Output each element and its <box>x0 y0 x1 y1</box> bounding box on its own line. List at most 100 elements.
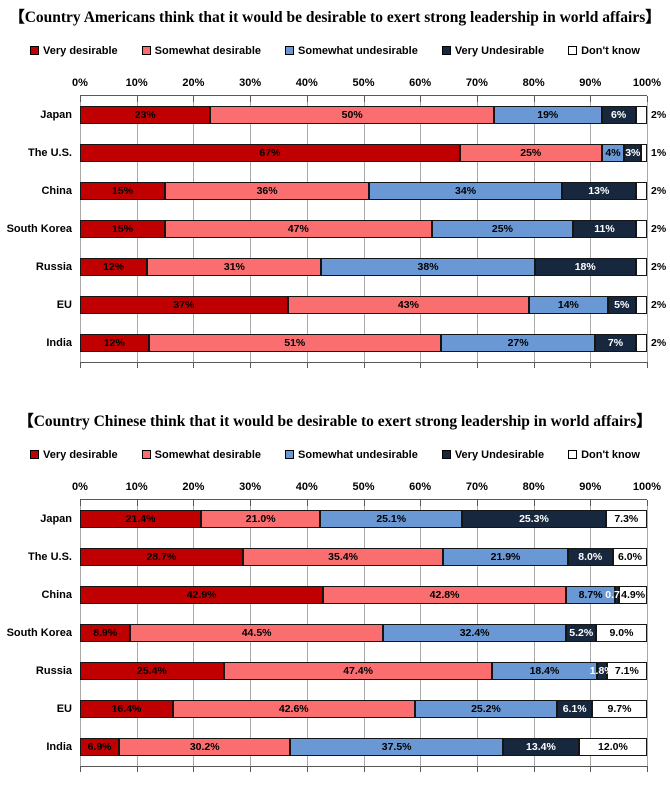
bar-segment: 31% <box>147 258 322 276</box>
legend-label: Don't know <box>581 44 640 57</box>
bar-segment: 6.1% <box>557 700 592 718</box>
bar-segment: 1.8% <box>590 662 614 680</box>
bar-row: Russia 25.4% 47.4% 18.4% 1.8% 7.1% <box>36 652 647 690</box>
legend-item: Very Undesirable <box>441 449 544 461</box>
bar-value-label: 27% <box>507 336 529 349</box>
bar-value-label: 1.8% <box>589 664 614 677</box>
bar-value-label: 0.7% <box>605 588 630 601</box>
bar-segment: 3% <box>624 144 642 162</box>
axis-tick <box>476 500 478 506</box>
plot-area: Japan 21.4% 21.0% 25.1% 25.3% 7.3% The U.S. 28.… <box>7 499 648 772</box>
bar-value-label: 30.2% <box>189 740 220 753</box>
bar-segment: 47% <box>165 220 432 238</box>
legend-item: Somewhat undesirable <box>285 449 418 461</box>
bar-row: China 42.9% 42.8% 8.7% 0.7% 4.9% <box>41 576 647 614</box>
axis-tick <box>80 96 81 102</box>
plot: 0% 10% 20% 30% 40% 50% 60% 70% 80% 90% 100% Japan 2… <box>0 481 670 772</box>
legend-label: Don't know <box>581 448 640 461</box>
bar-segment: 47.4% <box>223 662 493 680</box>
bar-segment: 25.2% <box>414 700 558 718</box>
axis-tick <box>590 766 592 772</box>
legend-label: Somewhat desirable <box>154 448 262 461</box>
axis-tick <box>647 766 648 772</box>
bar-value-label: 34% <box>455 184 477 197</box>
bar-value-label: 7.3% <box>614 512 639 525</box>
stacked-bar: 23% 50% 19% 6% 2% <box>80 106 666 124</box>
bar-segment: 13% <box>561 182 636 200</box>
axis-line <box>80 499 647 500</box>
bar-segment: 42.8% <box>323 586 566 604</box>
axis-tick-labels: 0% 10% 20% 30% 40% 50% 60% 70% 80% 90% 100% <box>72 481 661 496</box>
bar-segment: 42.6% <box>172 700 415 718</box>
bar-segment: 9.7% <box>591 700 647 718</box>
bar-value-label: 18% <box>574 260 596 273</box>
legend-item: Somewhat desirable <box>141 448 262 461</box>
axis-tick-label: 50% <box>352 481 375 493</box>
bar-value-label: 16.4% <box>111 702 142 715</box>
bar-value-label: 15% <box>112 222 134 235</box>
stacked-bar: 15% 36% 34% 13% 2% <box>80 182 666 200</box>
bar-value-label: 21.9% <box>490 550 521 563</box>
stacked-bar: 8.9% 44.5% 32.4% 5.2% 9.0% <box>80 624 647 642</box>
bar-segment <box>635 334 647 352</box>
bar-value-label: 43% <box>397 298 419 311</box>
bar-value-label: 15% <box>112 184 134 197</box>
stacked-bar: 25.4% 47.4% 18.4% 1.8% 7.1% <box>80 662 647 680</box>
bar-value-label: 7% <box>607 336 624 349</box>
axis-tick <box>590 362 592 368</box>
bar-segment: 7% <box>595 334 636 352</box>
stacked-bar: 21.4% 21.0% 25.1% 25.3% 7.3% <box>80 510 647 528</box>
bar-value-label: 35.4% <box>328 550 358 563</box>
bar-value-label: 44.5% <box>241 626 272 639</box>
bar-row: The U.S. 28.7% 35.4% 21.9% 8.0% 6.0% <box>28 538 647 576</box>
legend-item: Don't know <box>568 45 640 57</box>
axis-tick-label: 0% <box>72 77 88 89</box>
bar-value-label: 31% <box>223 260 245 273</box>
legend-swatch-icon <box>285 46 295 55</box>
category-label: China <box>41 185 72 197</box>
category-label: India <box>46 741 72 753</box>
axis-tick-label: 100% <box>632 481 662 493</box>
stacked-bar: 6.9% 30.2% 37.5% 13.4% 12.0% <box>80 738 647 756</box>
legend-swatch-icon <box>441 450 451 459</box>
axis-tick <box>476 766 478 772</box>
bar-segment: 12% <box>80 334 149 352</box>
bar-segment: 32.4% <box>382 624 567 642</box>
bar-value-label: 6.9% <box>87 740 112 753</box>
bar-row: India 6.9% 30.2% 37.5% 13.4% 12.0% <box>46 728 647 766</box>
bar-value-label: 6% <box>611 108 627 121</box>
bar-value-label: 2% <box>651 299 667 311</box>
bar-value-label: 13% <box>588 184 610 197</box>
axis-tick <box>306 766 308 772</box>
legend-label: Very desirable <box>43 448 118 461</box>
bar-row: EU 16.4% 42.6% 25.2% 6.1% 9.7% <box>57 690 647 728</box>
bar-segment: 43% <box>287 296 530 314</box>
bar-value-label: 50% <box>341 108 363 121</box>
bar-row: South Korea 15% 47% 25% 11% 2% <box>7 210 666 248</box>
bar-segment: 12% <box>80 258 148 276</box>
stacked-bar: 28.7% 35.4% 21.9% 8.0% 6.0% <box>80 548 647 566</box>
bar-segment: 5.2% <box>566 624 596 642</box>
bar-segment: 28.7% <box>80 548 243 566</box>
axis-tick-label: 50% <box>352 77 375 89</box>
axis-tick <box>136 500 138 506</box>
chart-title: 【Country Chinese think that it would be … <box>18 413 652 430</box>
axis-tick <box>80 500 81 506</box>
bar-segment: 0.7% <box>605 586 629 604</box>
bar-segment: 14% <box>529 296 608 314</box>
bar-row: Japan 21.4% 21.0% 25.1% 25.3% 7.3% <box>40 500 647 538</box>
bar-segment: 12.0% <box>578 738 647 756</box>
axis-tick <box>250 362 252 368</box>
axis-tick <box>476 362 478 368</box>
axis-tick-label: 40% <box>295 481 318 493</box>
stacked-bar: 37% 43% 14% 5% 2% <box>80 296 666 314</box>
chart-title: 【Country Americans think that it would b… <box>9 9 661 26</box>
legend: Very desirable Somewhat desirable Somewhat… <box>0 44 670 57</box>
axis-line <box>80 95 647 96</box>
axis-tick <box>533 766 535 772</box>
bar-value-label: 8.9% <box>93 626 118 639</box>
bar-segment: 25.4% <box>80 662 224 680</box>
bar-value-label: 2% <box>651 223 667 235</box>
bar-segment: 6.0% <box>612 548 647 566</box>
bar-segment: 67% <box>80 144 460 162</box>
